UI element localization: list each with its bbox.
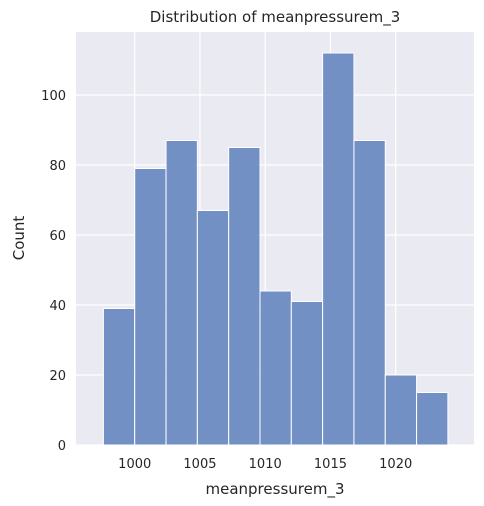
y-axis-label: Count xyxy=(10,216,28,261)
histogram-bar xyxy=(166,141,197,446)
histogram-bar xyxy=(229,148,260,446)
y-tick-labels: 0 20 40 60 80 100 xyxy=(41,89,66,454)
x-tick-label: 1010 xyxy=(249,457,282,472)
x-tick-label: 1020 xyxy=(379,457,412,472)
x-axis-label: meanpressurem_3 xyxy=(206,480,345,499)
histogram-bar xyxy=(323,53,354,445)
histogram-bar xyxy=(197,211,228,446)
x-tick-labels: 1000 1005 1010 1015 1020 xyxy=(118,457,412,472)
y-tick-label: 0 xyxy=(58,439,66,454)
histogram-bar xyxy=(417,393,448,446)
y-tick-label: 20 xyxy=(49,369,66,384)
histogram-bar xyxy=(291,302,322,446)
x-tick-label: 1000 xyxy=(118,457,151,472)
histogram-bar xyxy=(385,375,416,445)
histogram-bar xyxy=(260,291,291,445)
chart-title: Distribution of meanpressurem_3 xyxy=(150,8,401,27)
histogram-bar xyxy=(135,169,166,446)
histogram-bar xyxy=(354,141,385,446)
y-tick-label: 100 xyxy=(41,89,66,104)
x-tick-label: 1015 xyxy=(314,457,347,472)
y-tick-label: 60 xyxy=(49,229,66,244)
y-tick-label: 40 xyxy=(49,299,66,314)
x-tick-label: 1005 xyxy=(183,457,216,472)
y-tick-label: 80 xyxy=(49,159,66,174)
histogram-bar xyxy=(103,309,134,446)
